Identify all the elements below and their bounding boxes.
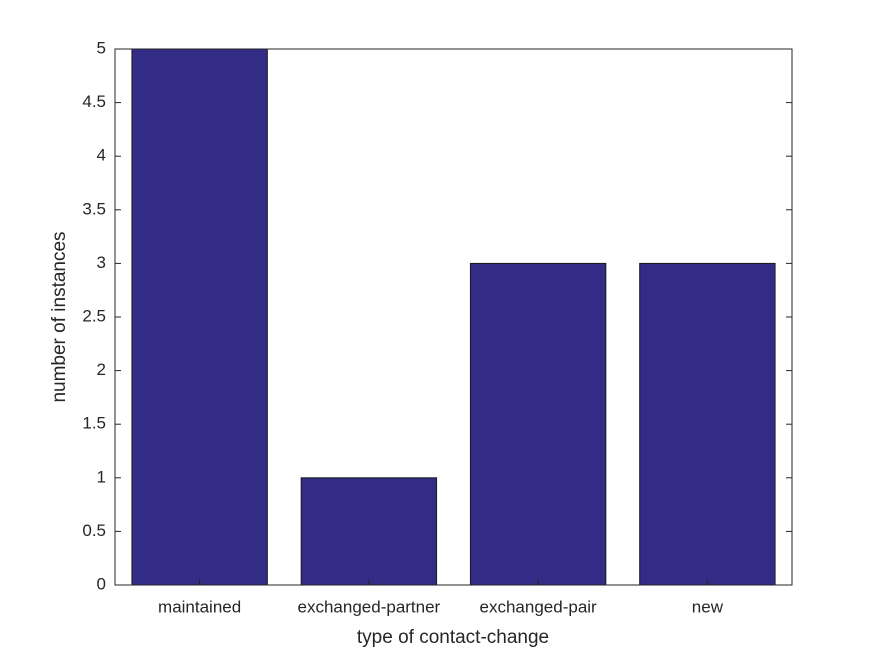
x-tick-label: maintained [158, 597, 241, 616]
y-tick-label: 5 [97, 38, 106, 57]
bar [469, 262, 607, 586]
y-tick-label: 3.5 [82, 199, 106, 218]
x-axis-label: type of contact-change [357, 627, 549, 648]
y-tick-label: 0.5 [82, 521, 106, 540]
y-tick-label: 1 [97, 467, 106, 486]
x-tick-label: exchanged-pair [480, 597, 598, 616]
y-tick-label: 3 [97, 253, 106, 272]
y-tick-label: 2 [97, 360, 106, 379]
y-tick-label: 0 [97, 574, 106, 593]
x-tick-label: new [692, 597, 724, 616]
bar [639, 262, 776, 586]
y-tick-label: 4.5 [82, 92, 106, 111]
y-axis-label: number of instances [49, 231, 70, 402]
y-tick-label: 4 [97, 146, 106, 165]
y-tick-label: 2.5 [82, 306, 106, 325]
bar [300, 477, 438, 586]
bar [131, 48, 268, 586]
x-tick-label: exchanged-partner [298, 597, 441, 616]
y-tick-label: 1.5 [82, 414, 106, 433]
